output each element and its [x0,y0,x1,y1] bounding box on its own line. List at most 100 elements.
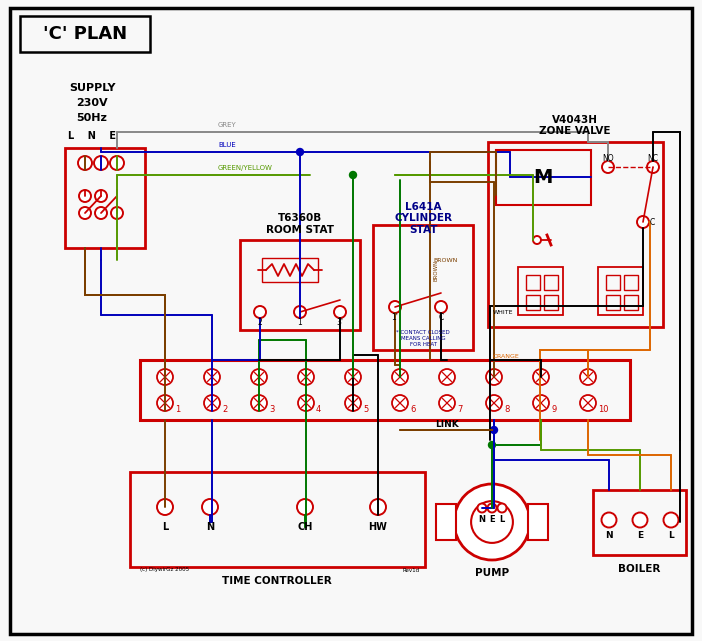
Circle shape [647,161,659,173]
Circle shape [498,503,507,513]
Text: NO: NO [602,153,614,163]
Circle shape [95,190,107,202]
Circle shape [471,501,513,543]
Text: L    N    E: L N E [68,131,116,141]
Circle shape [79,207,91,219]
Bar [526,275,540,290]
Text: C: C [649,217,655,226]
Text: 50Hz: 50Hz [77,113,107,123]
Bar [65,148,145,248]
Text: 4: 4 [316,405,322,414]
Bar [436,504,456,540]
Bar [593,490,686,555]
Text: T6360B: T6360B [278,213,322,223]
Circle shape [487,503,496,513]
Circle shape [78,156,92,170]
Circle shape [454,484,530,560]
Circle shape [392,395,408,411]
Circle shape [491,426,498,433]
Circle shape [580,395,596,411]
Text: WHITE: WHITE [493,310,513,315]
Bar [624,275,638,290]
Bar [606,295,620,310]
Circle shape [334,306,346,318]
Circle shape [157,395,173,411]
Circle shape [157,369,173,385]
Circle shape [533,369,549,385]
Bar [488,142,663,327]
Circle shape [637,216,649,228]
Text: 2: 2 [258,317,263,326]
Text: PUMP: PUMP [475,568,509,578]
Text: 9: 9 [551,405,556,414]
Text: BROWN: BROWN [433,258,458,263]
Text: 1: 1 [298,317,303,326]
Text: 7: 7 [457,405,463,414]
Text: HW: HW [369,522,388,532]
Text: E: E [489,515,495,524]
Circle shape [95,207,107,219]
Bar [130,472,425,567]
Text: L: L [499,515,505,524]
Text: 5: 5 [363,405,369,414]
Text: GREEN/YELLOW: GREEN/YELLOW [218,165,273,171]
Circle shape [533,236,541,244]
Text: * CONTACT CLOSED
MEANS CALLING
FOR HEAT: * CONTACT CLOSED MEANS CALLING FOR HEAT [396,330,450,347]
Text: M: M [534,167,552,187]
Circle shape [204,369,220,385]
Text: GREY: GREY [218,122,237,128]
Text: 2: 2 [222,405,227,414]
Text: N: N [206,522,214,532]
Circle shape [663,513,679,528]
Circle shape [370,499,386,515]
Circle shape [389,301,401,313]
Text: BOILER: BOILER [618,564,660,574]
Circle shape [157,499,173,515]
Text: BROWN: BROWN [433,260,438,281]
Circle shape [602,513,616,528]
Circle shape [435,301,447,313]
Text: 'C' PLAN: 'C' PLAN [43,25,127,43]
Bar [240,240,360,330]
Bar [606,275,620,290]
Bar [528,504,548,540]
Circle shape [298,395,314,411]
Circle shape [439,369,455,385]
Text: L641A: L641A [405,202,442,212]
Text: N: N [605,531,613,540]
Text: STAT: STAT [409,225,437,235]
Text: 3': 3' [336,317,343,326]
Text: CYLINDER: CYLINDER [394,213,452,223]
Bar [373,225,473,350]
Circle shape [486,369,502,385]
Circle shape [298,369,314,385]
Text: 1: 1 [175,405,180,414]
Bar [598,267,643,315]
Circle shape [79,190,91,202]
Text: CH: CH [298,522,312,532]
Circle shape [251,369,267,385]
Text: ORANGE: ORANGE [493,354,519,359]
Circle shape [202,499,218,515]
Circle shape [533,395,549,411]
Bar [526,295,540,310]
Circle shape [602,161,614,173]
Circle shape [345,369,361,385]
Circle shape [439,395,455,411]
Text: LINK: LINK [435,419,459,428]
Bar [624,295,638,310]
Text: (c) DiywirGz 2005: (c) DiywirGz 2005 [140,567,189,572]
Bar [496,150,591,205]
Text: BLUE: BLUE [218,142,236,148]
Circle shape [94,156,108,170]
Text: 8: 8 [504,405,510,414]
Circle shape [254,306,266,318]
Circle shape [297,499,313,515]
Text: ROOM STAT: ROOM STAT [266,225,334,235]
Text: SUPPLY: SUPPLY [69,83,115,93]
Text: 10: 10 [598,405,609,414]
Circle shape [580,369,596,385]
Text: L: L [162,522,168,532]
Text: 230V: 230V [77,98,108,108]
Text: L: L [668,531,674,540]
